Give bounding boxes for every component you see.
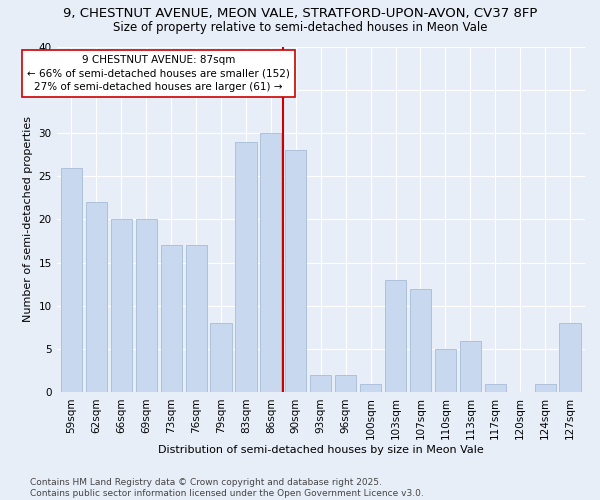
X-axis label: Distribution of semi-detached houses by size in Meon Vale: Distribution of semi-detached houses by … <box>158 445 484 455</box>
Bar <box>211 324 232 392</box>
Bar <box>310 375 331 392</box>
Bar <box>86 202 107 392</box>
Bar <box>235 142 257 392</box>
Bar <box>410 288 431 393</box>
Bar <box>161 246 182 392</box>
Bar <box>285 150 307 392</box>
Bar <box>485 384 506 392</box>
Bar <box>260 133 281 392</box>
Bar <box>111 220 132 392</box>
Text: 9 CHESTNUT AVENUE: 87sqm
← 66% of semi-detached houses are smaller (152)
27% of : 9 CHESTNUT AVENUE: 87sqm ← 66% of semi-d… <box>27 55 290 92</box>
Text: 9, CHESTNUT AVENUE, MEON VALE, STRATFORD-UPON-AVON, CV37 8FP: 9, CHESTNUT AVENUE, MEON VALE, STRATFORD… <box>63 8 537 20</box>
Bar <box>435 349 456 393</box>
Text: Contains HM Land Registry data © Crown copyright and database right 2025.
Contai: Contains HM Land Registry data © Crown c… <box>30 478 424 498</box>
Bar <box>136 220 157 392</box>
Bar <box>185 246 207 392</box>
Bar <box>559 324 581 392</box>
Bar <box>460 340 481 392</box>
Bar <box>61 168 82 392</box>
Bar <box>535 384 556 392</box>
Bar <box>360 384 381 392</box>
Bar <box>385 280 406 392</box>
Text: Size of property relative to semi-detached houses in Meon Vale: Size of property relative to semi-detach… <box>113 21 487 34</box>
Bar <box>335 375 356 392</box>
Y-axis label: Number of semi-detached properties: Number of semi-detached properties <box>23 116 33 322</box>
